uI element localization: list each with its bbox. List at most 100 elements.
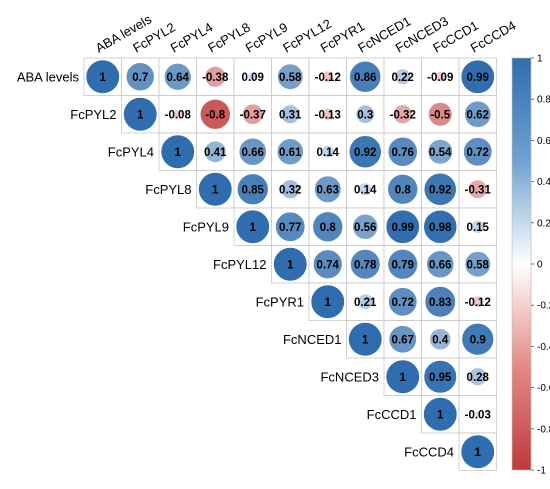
correlation-circle bbox=[352, 213, 379, 240]
correlation-circle bbox=[423, 209, 458, 244]
correlation-value: 0.76 bbox=[392, 147, 414, 159]
correlation-value: 1 bbox=[212, 184, 219, 196]
correlation-value: 0.15 bbox=[467, 222, 490, 234]
correlation-circle bbox=[434, 71, 446, 83]
correlation-value: 1 bbox=[437, 409, 444, 421]
correlation-value: 0.14 bbox=[317, 147, 340, 159]
correlation-value: 0.85 bbox=[242, 184, 265, 196]
correlation-value: -0.8 bbox=[205, 109, 225, 121]
correlation-circle bbox=[348, 322, 383, 357]
correlation-circle bbox=[273, 247, 308, 282]
colorbar-tick-label: 0 bbox=[537, 260, 543, 271]
correlation-circle bbox=[424, 286, 456, 318]
correlation-circle bbox=[388, 287, 418, 317]
matrix-grid: 1 0.7 0.64 -0.38 0.09 0.58 -0.12 0.86 0.22 -0.09 0… bbox=[83, 57, 497, 471]
correlation-value: -0.08 bbox=[165, 109, 192, 121]
correlation-circle bbox=[355, 104, 375, 124]
correlation-value: -0.37 bbox=[240, 109, 266, 121]
correlation-circle bbox=[280, 179, 301, 200]
correlation-value: 1 bbox=[287, 259, 294, 271]
correlation-circle bbox=[460, 434, 495, 469]
column-labels: ABA levelsFcPYL2FcPYL4FcPYL8FcPYL9FcPYL1… bbox=[93, 11, 519, 55]
colorbar-tick-label: 0.4 bbox=[537, 177, 550, 188]
correlation-value: 0.54 bbox=[429, 147, 452, 159]
colorbar-tick-label: -1 bbox=[537, 466, 546, 477]
correlation-circle bbox=[172, 109, 183, 120]
correlation-circle bbox=[237, 173, 269, 205]
correlation-circle bbox=[471, 295, 484, 308]
correlation-value: 0.14 bbox=[354, 184, 377, 196]
correlation-circle bbox=[427, 139, 453, 165]
correlation-circle bbox=[423, 360, 457, 394]
correlation-circle bbox=[235, 209, 270, 244]
correlation-circle bbox=[464, 251, 491, 278]
correlation-circle bbox=[426, 250, 455, 279]
correlation-circle bbox=[423, 397, 458, 432]
correlation-circle bbox=[199, 98, 231, 130]
correlation-circle bbox=[348, 135, 382, 169]
correlation-circle bbox=[321, 70, 334, 83]
correlation-circle bbox=[160, 134, 195, 169]
correlation-value: -0.03 bbox=[465, 409, 491, 421]
correlation-circle bbox=[428, 102, 453, 127]
correlation-value: 0.28 bbox=[467, 372, 490, 384]
correlation-circle bbox=[247, 71, 259, 83]
correlation-value: 0.77 bbox=[279, 222, 301, 234]
correlation-value: 0.83 bbox=[429, 297, 451, 309]
colorbar-legend: 1 0.8 0.6 0.4 0.2 0 -0.2 -0.4 -0.6 -0.8 -1 bbox=[511, 54, 550, 477]
colorbar-tick-label: 0.2 bbox=[537, 218, 550, 229]
column-label: FcPYL8 bbox=[205, 19, 253, 55]
row-label: FcNCED3 bbox=[320, 369, 379, 384]
correlation-circle bbox=[238, 137, 267, 166]
correlation-circle bbox=[387, 249, 418, 280]
correlation-value: 0.74 bbox=[317, 259, 340, 271]
row-label: FcPYL9 bbox=[183, 219, 229, 234]
correlation-circle bbox=[164, 63, 192, 91]
correlation-value: 0.99 bbox=[392, 222, 414, 234]
correlation-value: 1 bbox=[325, 297, 332, 309]
row-label: ABA levels bbox=[17, 69, 80, 84]
correlation-circle bbox=[280, 104, 300, 124]
correlation-circle bbox=[461, 323, 494, 356]
correlation-value: 0.79 bbox=[392, 259, 414, 271]
row-label: FcPYL4 bbox=[108, 144, 154, 159]
correlation-circle bbox=[321, 107, 335, 121]
correlation-circle bbox=[125, 62, 155, 92]
correlation-circle bbox=[394, 68, 411, 85]
row-label: FcPYL12 bbox=[213, 257, 266, 272]
correlation-circle bbox=[123, 97, 158, 132]
row-label: FcNCED1 bbox=[283, 332, 342, 347]
row-label: FcPYL8 bbox=[145, 182, 191, 197]
correlation-circle bbox=[463, 137, 493, 167]
correlation-circle bbox=[313, 249, 343, 279]
correlation-value: 0.31 bbox=[279, 109, 302, 121]
correlation-circle bbox=[385, 209, 420, 244]
correlation-value: 1 bbox=[362, 334, 369, 346]
correlation-value: 0.61 bbox=[279, 147, 302, 159]
correlation-value: 0.62 bbox=[467, 109, 489, 121]
correlation-value: 0.66 bbox=[242, 147, 264, 159]
column-label: FcPYL4 bbox=[168, 19, 216, 55]
correlation-value: 0.72 bbox=[467, 147, 489, 159]
correlation-value: 0.92 bbox=[354, 147, 376, 159]
correlation-circle bbox=[275, 211, 306, 242]
correlation-value: 0.4 bbox=[432, 334, 449, 346]
correlation-value: -0.38 bbox=[202, 72, 229, 84]
correlation-circle bbox=[277, 63, 304, 90]
colorbar-tick-label: -0.6 bbox=[537, 383, 550, 394]
correlation-circle bbox=[423, 172, 457, 206]
correlation-value: 1 bbox=[250, 222, 257, 234]
correlation-value: 0.3 bbox=[357, 109, 373, 121]
correlation-value: 0.32 bbox=[279, 184, 301, 196]
correlation-value: 0.58 bbox=[279, 72, 302, 84]
correlation-circle bbox=[198, 172, 233, 207]
correlation-value: 0.98 bbox=[429, 222, 452, 234]
correlation-value: 0.86 bbox=[354, 72, 376, 84]
correlation-circle bbox=[429, 328, 452, 351]
colorbar-gradient bbox=[511, 57, 532, 471]
correlation-circle bbox=[204, 66, 226, 88]
row-label: FcCCD4 bbox=[404, 444, 454, 459]
correlation-circle bbox=[312, 211, 344, 243]
correlation-circle bbox=[242, 103, 264, 125]
